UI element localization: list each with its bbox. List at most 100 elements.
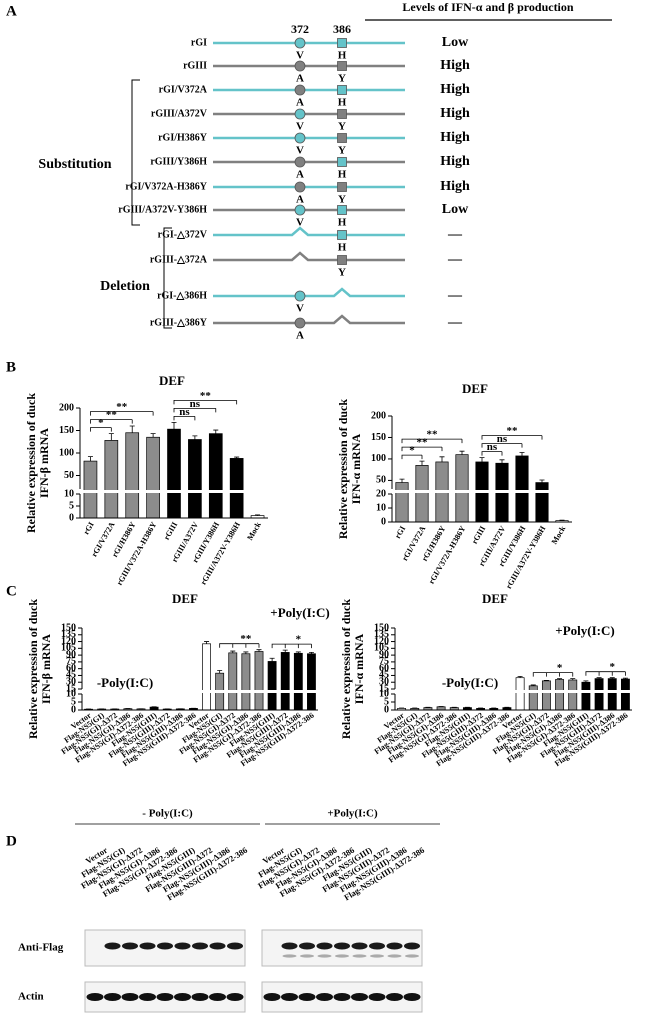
chart-title: DEF bbox=[462, 381, 488, 396]
y-tick-label: 150 bbox=[371, 432, 386, 443]
band bbox=[352, 954, 367, 958]
y-tick-label: 45 bbox=[379, 670, 389, 681]
row-label: rGI-△372V bbox=[158, 229, 208, 240]
error-bar bbox=[596, 677, 602, 679]
y-tick-label: 10 bbox=[66, 688, 76, 699]
production-level: High bbox=[440, 106, 470, 121]
error-bar bbox=[234, 456, 240, 459]
error-bar bbox=[192, 435, 198, 440]
residue-letter: H bbox=[338, 169, 347, 181]
bar bbox=[208, 433, 223, 519]
bar bbox=[125, 432, 140, 519]
bar bbox=[229, 458, 244, 519]
significance-label: ns bbox=[487, 441, 498, 453]
bar bbox=[188, 439, 202, 519]
y-tick-label: 50 bbox=[64, 470, 74, 481]
band bbox=[317, 954, 332, 958]
position-label: 386 bbox=[333, 22, 351, 36]
significance-label: * bbox=[557, 662, 563, 674]
residue-marker bbox=[294, 108, 306, 120]
y-tick-label: 0 bbox=[381, 516, 386, 527]
significance-bracket bbox=[271, 643, 312, 649]
residue-marker bbox=[294, 84, 306, 96]
bar bbox=[202, 643, 211, 711]
y-tick-label: 5 bbox=[384, 696, 389, 707]
band bbox=[227, 942, 243, 950]
row-label: rGI/V372A bbox=[159, 84, 208, 95]
error-bar bbox=[499, 459, 505, 464]
y-tick-label: 0 bbox=[69, 512, 74, 523]
group-label: -Poly(I:C) bbox=[442, 675, 498, 690]
error-bar bbox=[108, 433, 114, 441]
significance-bracket bbox=[481, 443, 523, 448]
band bbox=[122, 942, 138, 950]
bar bbox=[581, 681, 591, 711]
error-bar bbox=[230, 650, 236, 653]
sequence-line bbox=[213, 287, 405, 298]
y-axis-label: IFN-β mRNA bbox=[37, 428, 51, 498]
error-bar bbox=[217, 670, 223, 674]
bar bbox=[83, 460, 98, 519]
residue-letter: Y bbox=[338, 194, 346, 206]
band bbox=[299, 942, 315, 950]
y-tick-label: 10 bbox=[379, 688, 389, 699]
significance-label: ** bbox=[417, 437, 429, 449]
residue-marker bbox=[337, 133, 347, 143]
production-level: High bbox=[440, 154, 470, 169]
y-tick-label: 0 bbox=[384, 704, 389, 715]
y-tick-label: 75 bbox=[66, 656, 76, 667]
residue-marker bbox=[337, 157, 347, 167]
bar bbox=[541, 680, 551, 711]
y-tick-label: 10 bbox=[376, 502, 386, 513]
y-tick-label: 30 bbox=[66, 677, 76, 688]
residue-letter: A bbox=[296, 330, 304, 342]
y-tick-label: 200 bbox=[371, 410, 386, 421]
significance-label: * bbox=[98, 417, 104, 429]
bar bbox=[254, 651, 264, 711]
significance-label: ** bbox=[106, 409, 118, 421]
y-tick-label: 135 bbox=[374, 629, 389, 640]
y-tick-label: 10 bbox=[64, 488, 74, 499]
group-label: +Poly(I:C) bbox=[270, 605, 329, 620]
y-tick-label: 150 bbox=[374, 622, 389, 633]
residue-letter: Y bbox=[338, 121, 346, 133]
bar bbox=[528, 685, 538, 711]
residue-letter: V bbox=[296, 217, 304, 229]
x-tick-label: rGIII/A372V-Y386H bbox=[199, 520, 243, 587]
band bbox=[300, 954, 314, 958]
x-tick-label: rGI bbox=[82, 520, 96, 536]
production-level: — bbox=[447, 288, 463, 303]
x-tick-label: Mock bbox=[245, 520, 263, 542]
bar bbox=[104, 440, 119, 519]
bar bbox=[455, 454, 469, 523]
residue-letter: V bbox=[296, 145, 304, 157]
band bbox=[387, 954, 402, 958]
bar bbox=[167, 428, 181, 519]
significance-label: ns bbox=[497, 433, 508, 445]
band bbox=[404, 942, 420, 950]
significance-bracket bbox=[173, 400, 238, 405]
significance-bracket bbox=[173, 408, 217, 413]
y-tick-label: 45 bbox=[66, 670, 76, 681]
sequence-line bbox=[213, 251, 405, 262]
row-label: rGI/H386Y bbox=[158, 132, 208, 143]
error-bar bbox=[150, 433, 156, 438]
sequence-line bbox=[213, 314, 405, 325]
bar bbox=[515, 677, 525, 711]
x-tick-label: rGIII bbox=[470, 524, 487, 545]
y-axis-label: Relative expression of duck bbox=[26, 599, 40, 739]
band bbox=[174, 993, 191, 1001]
y-tick-label: 5 bbox=[69, 500, 74, 511]
error-bar bbox=[255, 514, 261, 516]
row-label: rGI/V372A-H386Y bbox=[125, 181, 207, 192]
group-bracket bbox=[131, 79, 140, 226]
panel-label: D bbox=[6, 833, 17, 849]
error-bar bbox=[530, 684, 536, 686]
row-label: rGIII/Y386H bbox=[150, 156, 207, 167]
residue-letter: V bbox=[296, 121, 304, 133]
residue-marker bbox=[337, 85, 347, 95]
y-tick-label: 60 bbox=[379, 663, 389, 674]
group-label: Deletion bbox=[100, 279, 150, 294]
significance-bracket bbox=[401, 438, 463, 444]
